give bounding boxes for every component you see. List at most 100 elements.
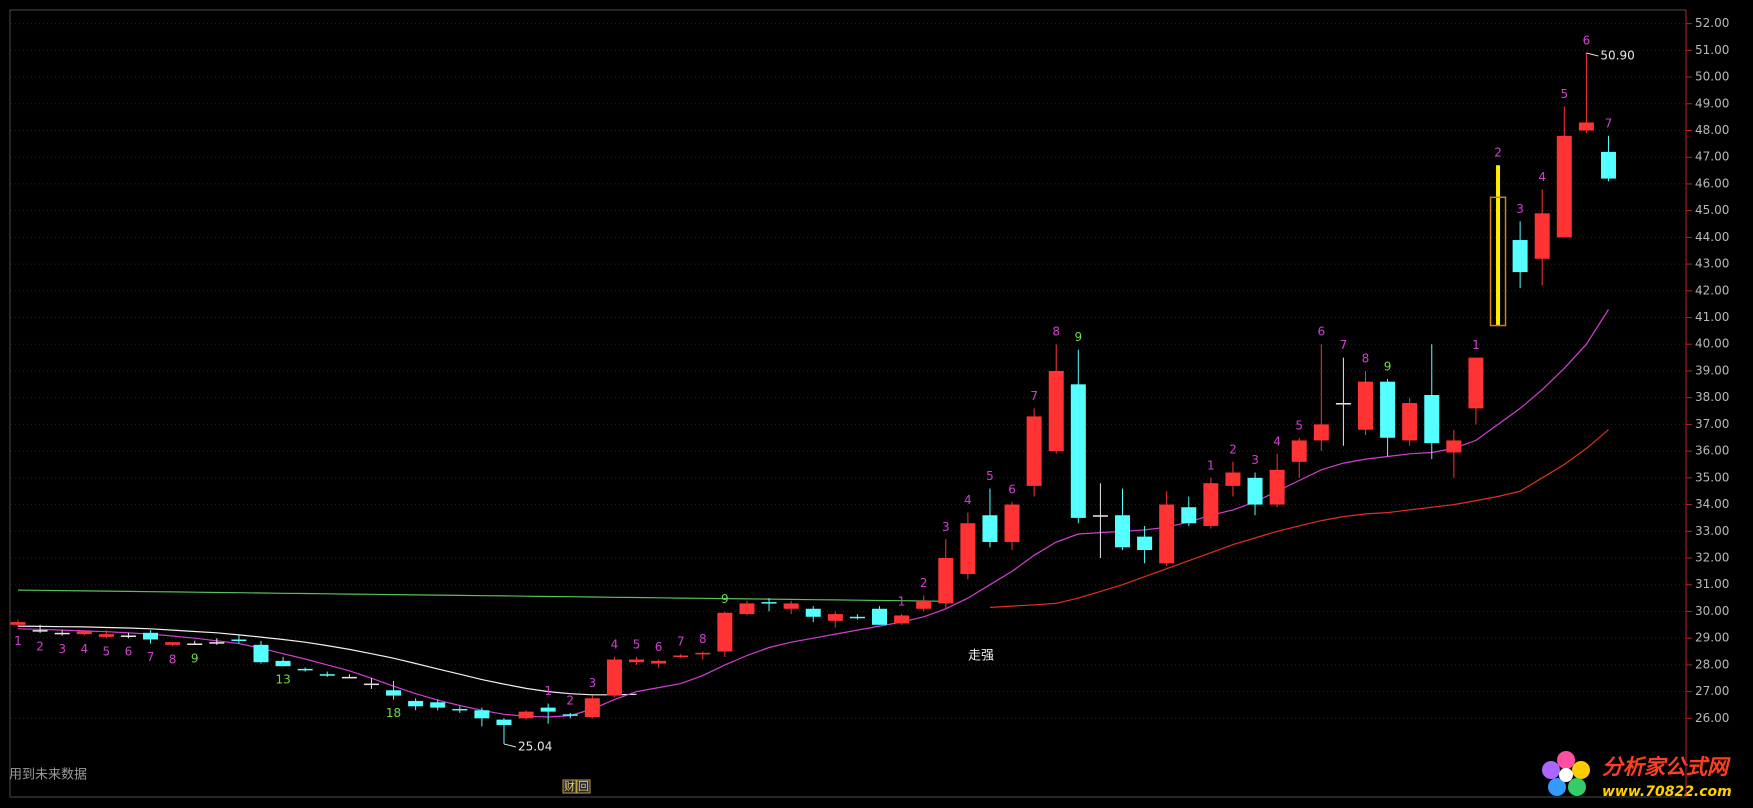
candle-body [695,652,711,655]
y-tick-label: 34.00 [1695,497,1729,511]
candle-body [1291,440,1307,462]
candle-body [805,608,821,617]
candle-body [1092,515,1108,517]
count-label: 4 [80,642,88,656]
candle-body [363,683,379,686]
candle-body [1026,416,1042,486]
candle-body [297,668,313,671]
candle-body [231,639,247,641]
candle-body [430,702,446,708]
candle-body [1446,440,1462,453]
count-label: 5 [986,469,994,483]
count-label: 5 [1295,418,1303,432]
candle-body [584,698,600,717]
y-tick-label: 41.00 [1695,310,1729,324]
count-label: 8 [699,632,707,646]
candle-body [783,603,799,609]
count-label: 7 [1605,116,1613,130]
count-label: 9 [1074,330,1082,344]
candle-body [386,690,402,696]
button-box[interactable] [562,779,577,794]
count-label: 4 [1273,434,1281,448]
candle-body [1380,381,1396,438]
candle-body [872,608,888,625]
button[interactable]: 回 [578,780,589,793]
count-label: 2 [920,576,928,590]
candle-body [606,659,622,696]
count-label: 7 [1030,389,1038,403]
count-label: 7 [1340,338,1348,352]
candle-body [408,700,424,707]
button[interactable]: 财 [564,779,575,793]
count-label: 1 [1472,338,1480,352]
count-label: 3 [589,676,597,690]
count-label: 7 [147,650,155,664]
extreme-label: 25.04 [518,739,552,753]
count-label: 1 [898,595,906,609]
candle-body [739,603,755,615]
y-tick-label: 42.00 [1695,283,1729,297]
candle-body [1181,507,1197,524]
candle-body [938,557,954,604]
y-tick-label: 28.00 [1695,657,1729,671]
count-label: 6 [1583,34,1591,48]
count-label: 6 [1008,482,1016,496]
candle-body [1115,515,1130,548]
candle-body [187,643,203,645]
y-tick-label: 27.00 [1695,684,1729,698]
y-tick-label: 43.00 [1695,257,1729,271]
count-label: 5 [1560,87,1568,101]
note: 用到未来数据 [9,768,87,783]
candle-body [916,600,932,609]
y-tick-label: 38.00 [1695,390,1729,404]
candle-body [1578,122,1594,131]
candle-body [76,631,92,635]
y-tick-label: 33.00 [1695,524,1729,538]
count-label: 2 [566,693,574,707]
y-tick-label: 36.00 [1695,444,1729,458]
count-label: 8 [169,653,177,667]
indicator-line [17,589,946,602]
count-label: 9 [1384,359,1392,373]
candle-body [1489,196,1507,327]
count-label: 9 [721,592,729,606]
count-label: 7 [677,635,685,649]
y-tick-label: 49.00 [1695,96,1729,110]
candle-body [1600,151,1616,179]
candle-body [1357,381,1373,430]
count-label: 2 [1494,146,1502,160]
count-label: 4 [1538,170,1546,184]
candle-body [827,614,843,621]
candle-body [1004,504,1020,542]
button-box[interactable] [576,779,591,794]
buttons: 财 回 [562,779,591,794]
candle-body [1048,370,1064,452]
count-label: 6 [1317,325,1325,339]
candle-body [1402,403,1418,441]
y-tick-label: 52.00 [1695,16,1729,30]
candle-body [1247,477,1263,505]
watermark: 分析家公式网 www.70822.com [1542,751,1732,800]
extreme-pointer [1586,52,1599,57]
candle-body [1424,395,1440,444]
count-label: 2 [36,639,44,653]
candle-body [518,711,534,719]
candle-body [1313,424,1329,441]
candle-body [982,515,998,542]
candle-body [275,660,291,667]
y-tick-label: 39.00 [1695,363,1729,377]
count-label: 2 [1229,442,1237,456]
candle-body [209,642,225,644]
count-label: 3 [942,520,950,534]
candle-body [1556,135,1572,238]
candle-body [120,635,136,637]
candle-body [849,616,865,619]
count-label: 8 [1362,351,1370,365]
candle-body [629,659,645,663]
count-label: 18 [386,706,401,720]
count-label: 1 [1207,458,1215,472]
y-tick-label: 26.00 [1695,711,1729,725]
